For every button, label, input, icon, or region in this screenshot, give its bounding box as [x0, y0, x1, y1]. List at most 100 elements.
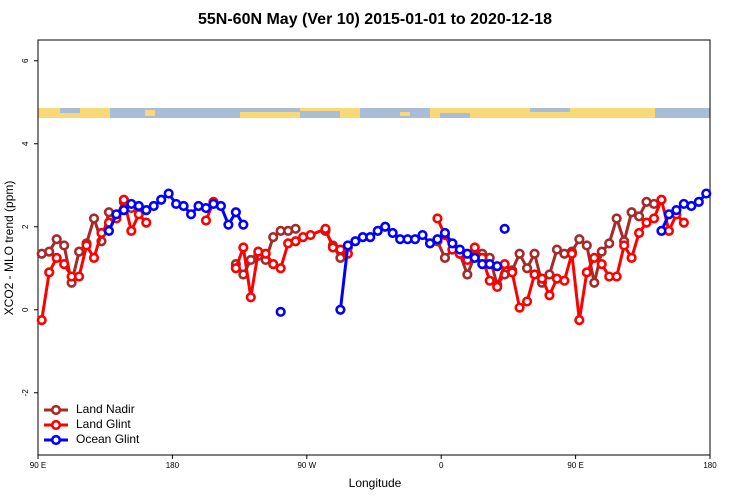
point	[148, 200, 159, 212]
point	[36, 315, 47, 326]
point	[499, 223, 510, 234]
point	[656, 225, 667, 236]
point	[469, 242, 480, 253]
point	[133, 200, 144, 212]
point	[581, 267, 592, 278]
point	[462, 269, 473, 280]
point	[118, 205, 129, 216]
point	[387, 227, 398, 239]
point	[424, 238, 436, 249]
point	[417, 229, 428, 241]
point	[51, 252, 62, 263]
point	[44, 267, 55, 278]
x-tick-label: 90 E	[30, 461, 46, 470]
point	[633, 227, 645, 239]
y-tick-label: 4	[21, 141, 30, 146]
point	[544, 290, 555, 301]
point	[73, 271, 85, 282]
y-axis-label: XCO2 - MLO trend (ppm)	[2, 181, 16, 316]
point	[260, 248, 271, 259]
point	[305, 229, 316, 241]
point	[185, 209, 197, 220]
y-tick-label: 0	[21, 307, 30, 312]
point	[350, 236, 361, 247]
x-tick-label: 180	[703, 461, 717, 470]
point	[454, 244, 465, 255]
plot-frame	[37, 39, 711, 456]
point	[163, 188, 174, 199]
x-axis-label: Longitude	[349, 476, 402, 490]
legend-marker	[50, 419, 62, 431]
point	[671, 205, 682, 216]
point	[200, 215, 212, 226]
y-tick-label: -2	[21, 389, 30, 397]
point	[529, 248, 540, 259]
point	[268, 259, 279, 270]
point	[596, 259, 607, 270]
point	[44, 246, 55, 257]
point	[551, 244, 563, 255]
point	[596, 246, 607, 257]
point	[230, 207, 241, 218]
point	[59, 259, 70, 270]
point	[178, 200, 189, 212]
x-tick-label: 90 E	[567, 461, 583, 470]
point	[492, 261, 503, 272]
x-tick-label: 90 W	[297, 461, 316, 470]
point	[290, 223, 301, 234]
point	[581, 240, 592, 251]
point	[619, 240, 630, 251]
legend-label: Land Nadir	[76, 402, 135, 416]
point	[88, 213, 100, 224]
point	[51, 234, 62, 245]
point	[514, 248, 525, 259]
point	[126, 225, 137, 236]
point	[604, 238, 615, 249]
point	[409, 234, 421, 245]
point	[238, 219, 249, 230]
point	[432, 234, 443, 245]
point	[611, 213, 622, 224]
point	[678, 217, 689, 228]
point	[686, 200, 697, 212]
point	[469, 252, 480, 263]
point	[245, 254, 256, 266]
point	[156, 194, 167, 205]
point	[380, 221, 391, 232]
point	[641, 217, 652, 228]
point	[507, 267, 518, 278]
point	[521, 263, 533, 274]
point	[701, 188, 712, 199]
point	[693, 196, 704, 207]
y-tick-label: 2	[21, 224, 30, 229]
point	[648, 213, 660, 224]
x-tick-label: 0	[439, 461, 444, 470]
legend-label: Land Glint	[76, 417, 131, 431]
point	[574, 315, 585, 326]
point	[238, 242, 249, 253]
legend-marker	[50, 434, 62, 446]
point	[200, 202, 212, 214]
point	[663, 209, 675, 220]
point	[111, 209, 122, 220]
point	[432, 213, 443, 224]
point	[529, 269, 540, 280]
point	[223, 219, 234, 230]
point	[245, 292, 256, 303]
point	[484, 275, 495, 286]
point	[372, 225, 383, 236]
point	[141, 217, 152, 228]
x-tick-label: 180	[166, 461, 180, 470]
point	[335, 244, 346, 255]
point	[59, 240, 70, 251]
map-strip	[38, 108, 710, 118]
point	[536, 273, 548, 284]
point	[611, 271, 622, 282]
y-tick-label: 6	[21, 58, 30, 63]
point	[73, 246, 85, 257]
point	[514, 302, 525, 313]
point	[103, 225, 115, 236]
point	[342, 240, 353, 251]
point	[544, 269, 555, 280]
